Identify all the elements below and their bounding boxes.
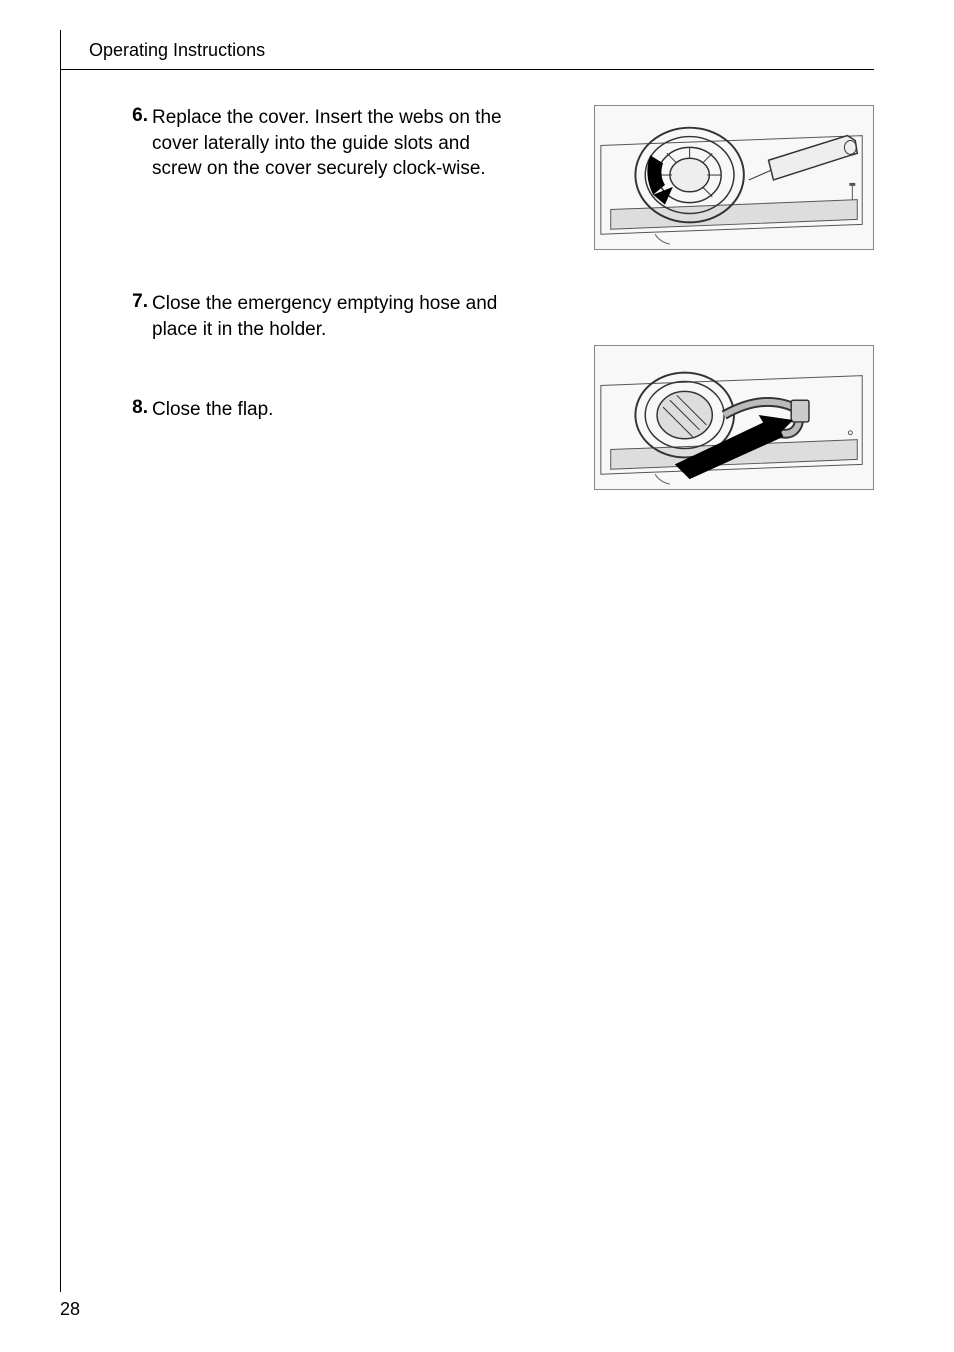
step-text: Close the flap. [152,397,273,423]
step-number: 7. [126,291,148,313]
page-header: Operating Instructions [61,30,874,70]
step-item: 6. Replace the cover. Insert the webs on… [126,105,874,275]
content-area: 6. Replace the cover. Insert the webs on… [61,70,874,423]
page-frame: Operating Instructions [60,30,874,1292]
step-text: Close the emergency emptying hose and pl… [152,291,522,342]
step-item: 7. Close the emergency emptying hose and… [126,291,874,381]
step-item: 8. Close the flap. [126,397,874,423]
step-number: 6. [126,105,148,127]
step-number: 8. [126,397,148,419]
page-number: 28 [60,1299,80,1320]
step-text: Replace the cover. Insert the webs on th… [152,105,522,182]
header-title: Operating Instructions [89,40,874,61]
